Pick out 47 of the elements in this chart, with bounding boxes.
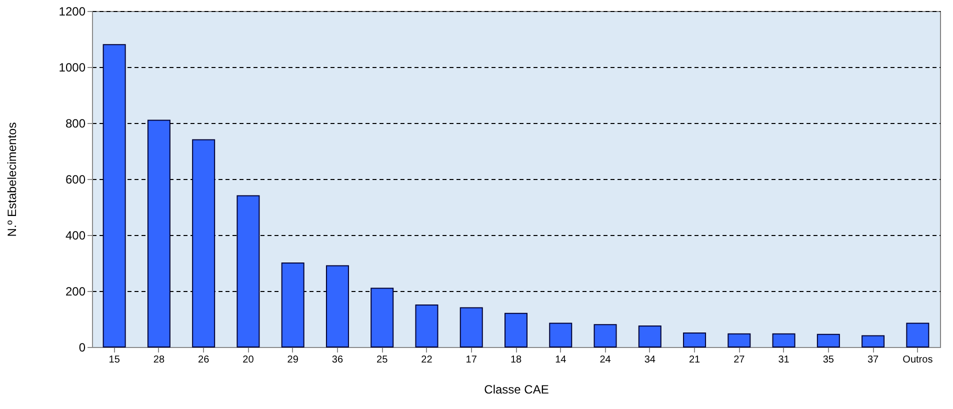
x-tick-label: 18	[510, 354, 522, 366]
y-axis-title: N.º Estabelecimentos	[4, 122, 19, 237]
y-tick-label: 800	[65, 116, 86, 130]
x-tick-label: 24	[600, 354, 612, 366]
x-tick-label: 22	[421, 354, 433, 366]
bar	[906, 322, 930, 348]
x-tick-label: 37	[867, 354, 880, 366]
bar	[504, 312, 528, 348]
x-tick-label: 15	[108, 354, 120, 366]
bar	[236, 195, 260, 348]
bar	[728, 333, 751, 348]
y-tick-label: 600	[65, 172, 86, 186]
x-tick-label: 28	[153, 354, 165, 366]
x-tick-label: 29	[287, 354, 299, 366]
bar	[326, 265, 349, 348]
bar	[147, 120, 170, 348]
x-tick-label: 21	[688, 354, 701, 366]
y-tick-label: 400	[65, 228, 86, 242]
bar	[638, 326, 662, 348]
bar	[816, 334, 840, 348]
x-tick-label: 26	[198, 354, 210, 366]
x-tick-label: 31	[778, 354, 790, 366]
bar	[594, 324, 617, 348]
bar	[415, 304, 438, 348]
x-tick-label: 34	[644, 354, 656, 366]
bar	[281, 262, 304, 348]
bar	[862, 335, 885, 348]
bar	[683, 332, 706, 348]
x-tick-label: 35	[822, 354, 834, 366]
bar	[549, 322, 572, 348]
bar	[192, 139, 216, 348]
bar	[460, 307, 483, 348]
x-tick-label: 14	[555, 354, 567, 366]
bar	[102, 44, 126, 348]
x-tick-label: 20	[242, 354, 254, 366]
y-tick-label: 1000	[58, 60, 86, 74]
x-tick-label: 36	[332, 354, 344, 366]
x-tick-label: 27	[734, 354, 746, 366]
x-tick-label: 25	[376, 354, 388, 366]
y-tick-label: 200	[65, 284, 86, 298]
y-tick-label: 0	[78, 340, 86, 354]
bar	[772, 333, 796, 348]
y-tick-label: 1200	[58, 4, 86, 18]
x-tick-label: 17	[466, 354, 478, 366]
x-axis-title: Classe CAE	[484, 382, 549, 396]
x-tick-label: Outros	[902, 354, 933, 366]
bar	[370, 288, 394, 348]
